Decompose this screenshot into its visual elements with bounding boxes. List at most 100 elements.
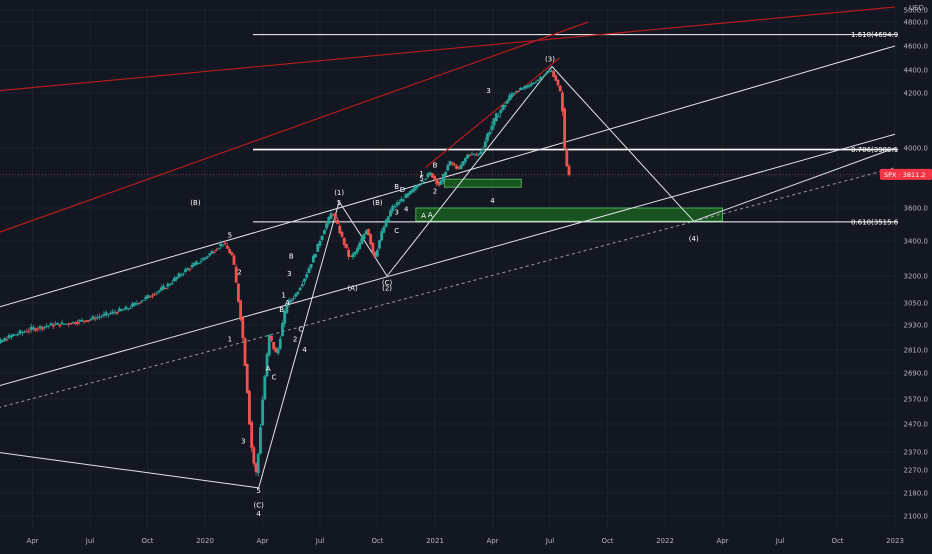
candle-body: [554, 75, 558, 81]
candle-body: [228, 249, 231, 254]
wave-label: C: [394, 227, 399, 235]
candle-body: [508, 95, 511, 101]
candle-body: [1, 340, 4, 342]
candle-body: [221, 244, 225, 246]
candle-body: [422, 181, 425, 183]
candle-body: [166, 283, 170, 287]
candle-body: [170, 282, 174, 284]
candle-body: [239, 300, 243, 320]
price-tick-label: 2810.0: [904, 347, 929, 355]
candle-body: [309, 264, 313, 268]
candle-body: [263, 376, 267, 400]
candle-body: [340, 231, 344, 237]
candle-body: [270, 335, 273, 341]
candle-body: [67, 323, 71, 325]
candle-body: [402, 199, 406, 201]
candle-body: [389, 210, 392, 217]
candle-body: [148, 296, 152, 298]
candle-body: [276, 348, 280, 354]
candle-body: [552, 71, 555, 77]
candle-body: [519, 87, 522, 90]
candle-body: [16, 333, 20, 335]
wave-label: B: [394, 183, 399, 191]
candle-body: [347, 249, 351, 257]
candle-body: [459, 164, 463, 169]
price-tick-label: 4200.0: [904, 90, 929, 98]
candle-body: [294, 293, 298, 297]
candle-body: [541, 76, 544, 78]
candle-body: [69, 323, 73, 325]
candle-body: [3, 338, 7, 341]
candle-body: [186, 268, 190, 271]
candle-body: [527, 84, 531, 87]
candle-body: [236, 283, 240, 302]
candle-body: [135, 303, 139, 305]
candle-body: [164, 287, 168, 289]
time-tick-label: Jul: [545, 537, 555, 545]
candle-body: [331, 214, 335, 216]
candle-body: [391, 206, 395, 212]
time-tick-label: Oct: [371, 537, 383, 545]
wave-label: D: [400, 186, 405, 194]
candle-body: [25, 331, 29, 333]
candle-body: [530, 83, 533, 86]
candle-body: [157, 290, 161, 292]
candle-body: [342, 237, 346, 245]
candle-body: [151, 295, 154, 297]
price-tick-label: 2690.0: [904, 370, 929, 378]
candle-body: [338, 225, 342, 234]
candle-body: [82, 320, 86, 322]
candle-body: [514, 91, 518, 93]
candle-body: [441, 174, 445, 182]
candle-body: [60, 322, 64, 325]
candle-body: [87, 319, 90, 321]
candle-body: [254, 463, 258, 472]
candle-body: [483, 141, 487, 148]
candle-body: [446, 165, 450, 171]
time-tick-label: Oct: [831, 537, 843, 545]
candle-body: [84, 320, 88, 322]
wave-label: (3): [545, 56, 555, 64]
candle-body: [274, 347, 278, 353]
candle-body: [195, 261, 198, 265]
candle-body: [298, 287, 302, 291]
candle-body: [397, 202, 401, 204]
price-tick-label: 5000.0: [904, 7, 929, 15]
fib-level-label: 1.618(4694.9): [851, 31, 901, 39]
candle-body: [201, 258, 205, 261]
candle-body: [516, 90, 520, 92]
price-tick-label: 3200.0: [904, 273, 929, 281]
candle-body: [503, 105, 507, 107]
candle-body: [256, 453, 260, 474]
time-tick-label: Apr: [716, 537, 728, 545]
candle-body: [43, 326, 46, 328]
candle-body: [318, 241, 322, 246]
candle-body: [20, 332, 24, 334]
candle-body: [203, 257, 207, 259]
candle-body: [267, 334, 271, 356]
candle-body: [9, 335, 13, 338]
trend-line-white: [0, 133, 896, 387]
candle-body: [168, 284, 172, 286]
candle-body: [325, 223, 328, 229]
candle-body: [173, 277, 176, 282]
trend-line-dashed: [0, 167, 896, 408]
candle-body: [292, 298, 295, 300]
time-tick-label: Jul: [85, 537, 95, 545]
trend-line-white: [386, 66, 553, 277]
candle-body: [406, 193, 410, 197]
fib-level-label: 0.786(3989.1): [851, 146, 901, 154]
candle-body: [54, 323, 57, 325]
price-tick-label: 2930.0: [904, 322, 929, 330]
candle-body: [561, 92, 564, 112]
candle-body: [49, 323, 53, 326]
candle-body: [499, 110, 503, 114]
candle-body: [29, 326, 33, 330]
wave-label: C: [272, 374, 277, 382]
candle-body: [481, 148, 485, 151]
candle-body: [415, 186, 419, 189]
candle-body: [104, 312, 108, 316]
candle-body: [556, 79, 560, 86]
